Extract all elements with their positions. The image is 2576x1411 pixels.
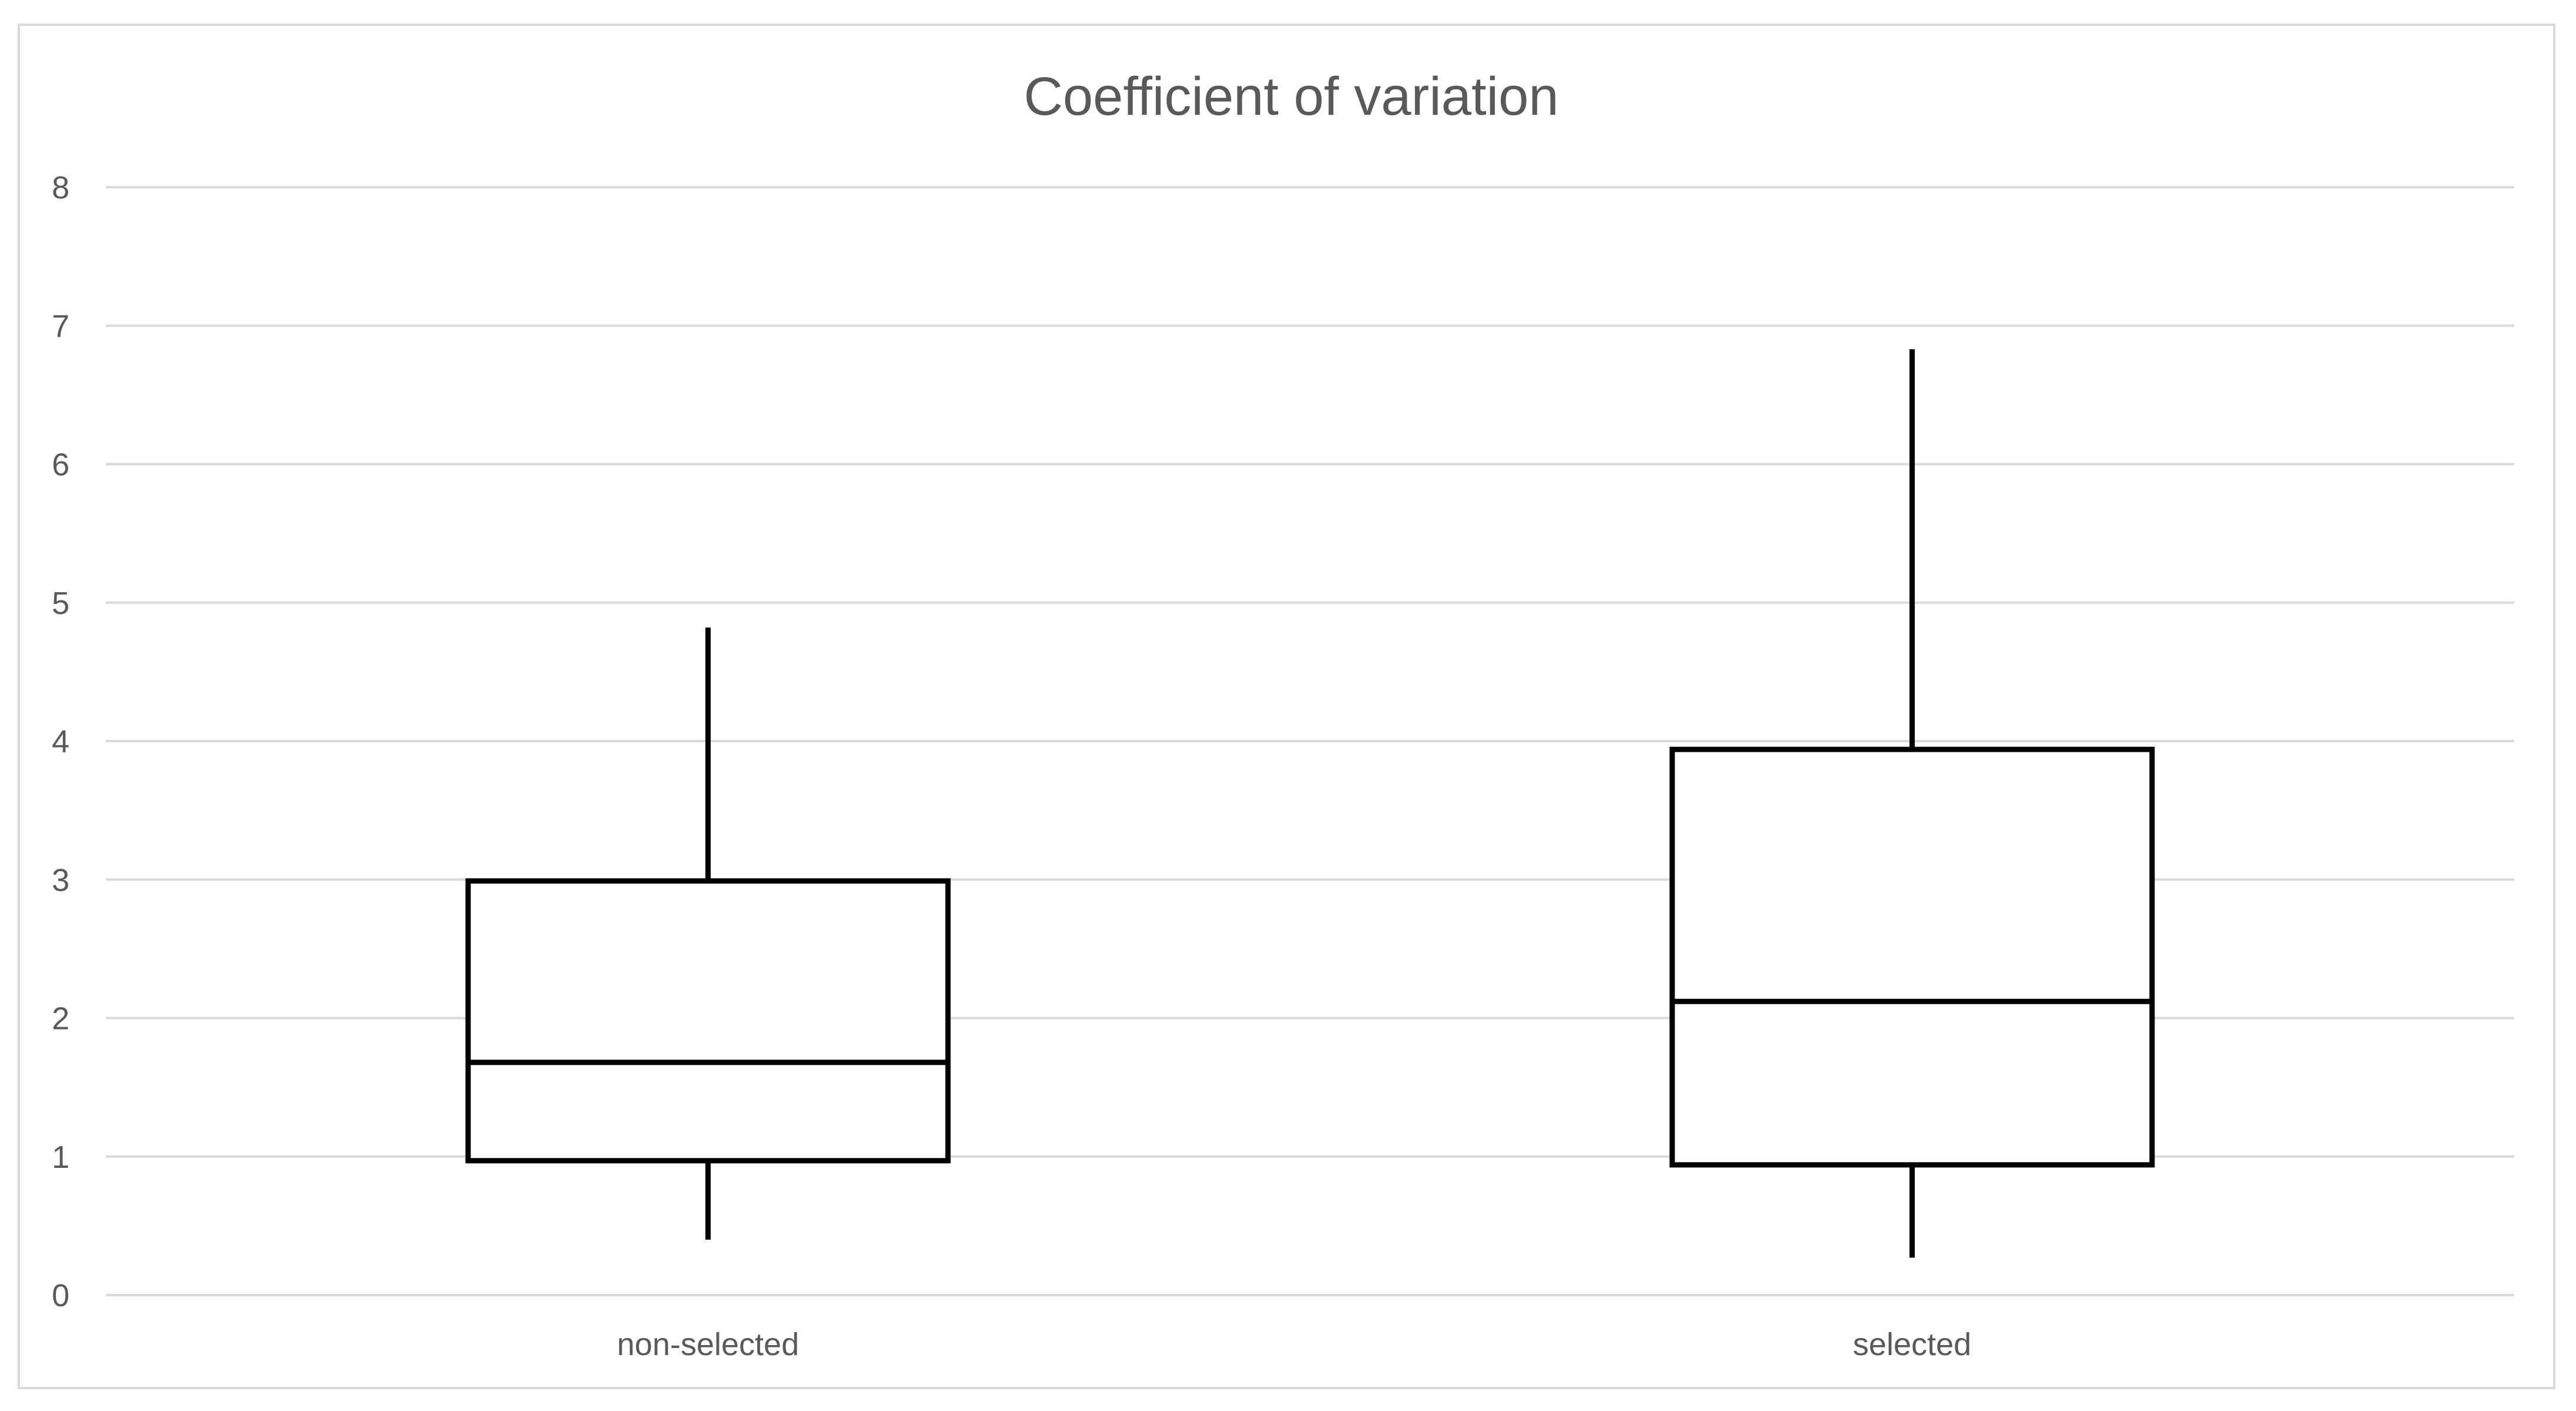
y-tick-label-5: 5 — [52, 586, 69, 621]
boxes — [465, 349, 2155, 1258]
chart-title: Coefficient of variation — [1024, 67, 1559, 127]
y-axis-tick-labels: 0 1 2 3 4 5 6 7 8 — [52, 170, 69, 1313]
y-tick-label-3: 3 — [52, 862, 69, 898]
x-category-label-non-selected: non-selected — [617, 1327, 799, 1362]
iqr-box — [465, 878, 951, 1164]
box-non-selected — [465, 628, 951, 1240]
box-selected — [1669, 349, 2155, 1258]
x-category-label-selected: selected — [1853, 1327, 1971, 1362]
iqr-box — [1669, 746, 2155, 1168]
y-tick-label-6: 6 — [52, 447, 69, 483]
y-tick-label-8: 8 — [52, 170, 69, 205]
y-tick-label-0: 0 — [52, 1278, 69, 1313]
y-tick-label-4: 4 — [52, 724, 69, 759]
y-tick-label-7: 7 — [52, 308, 69, 344]
y-tick-label-2: 2 — [52, 1001, 69, 1037]
y-tick-label-1: 1 — [52, 1140, 69, 1175]
x-axis-category-labels: non-selected selected — [617, 1327, 1971, 1362]
